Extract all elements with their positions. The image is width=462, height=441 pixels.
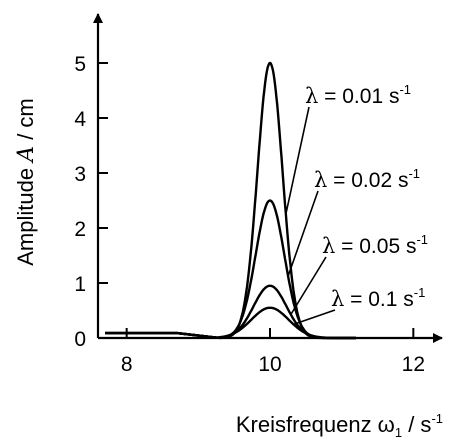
x-axis-label-text: Kreisfrequenz ω bbox=[236, 412, 395, 437]
series-labels: λ = 0.01 s-1 λ = 0.02 s-1 λ = 0.05 s-1 λ = … bbox=[285, 82, 428, 326]
series-label: λ = 0.02 s-1 bbox=[314, 166, 420, 192]
y-axis-label-unit: / cm bbox=[13, 98, 38, 146]
series-leader-line bbox=[285, 106, 310, 215]
y-tick-label: 0 bbox=[74, 328, 86, 351]
series-leader-line bbox=[287, 190, 319, 277]
y-tick-label: 4 bbox=[74, 108, 86, 131]
x-ticks: 8 10 12 bbox=[121, 328, 425, 376]
series-curve bbox=[105, 284, 356, 340]
y-tick-label: 3 bbox=[74, 163, 86, 186]
x-axis-label-unit: / s bbox=[402, 412, 431, 437]
series-label: λ = 0.1 s-1 bbox=[331, 285, 425, 311]
series-label: λ = 0.01 s-1 bbox=[305, 82, 411, 108]
x-tick-label: 10 bbox=[258, 353, 281, 376]
y-ticks: 0 1 2 3 4 5 bbox=[74, 53, 108, 351]
y-axis-label: Amplitude A / cm bbox=[13, 98, 39, 266]
x-tick-label: 12 bbox=[402, 353, 425, 376]
x-tick-label: 8 bbox=[121, 353, 133, 376]
x-axis-label: Kreisfrequenz ω1 / s-1 bbox=[236, 411, 443, 440]
series-leader-line bbox=[290, 256, 327, 315]
series-leader-line bbox=[293, 309, 336, 326]
series-label: λ = 0.05 s-1 bbox=[322, 232, 428, 258]
series-curves bbox=[105, 61, 356, 340]
x-axis-label-sup: -1 bbox=[431, 411, 443, 426]
y-tick-label: 5 bbox=[74, 53, 86, 76]
series-curve bbox=[105, 306, 356, 340]
y-tick-label: 1 bbox=[74, 273, 86, 296]
y-axis-label-text: Amplitude bbox=[13, 162, 38, 266]
x-axis-label-sub: 1 bbox=[395, 425, 402, 440]
y-axis-label-variable: A bbox=[14, 146, 39, 164]
y-tick-label: 2 bbox=[74, 218, 86, 241]
